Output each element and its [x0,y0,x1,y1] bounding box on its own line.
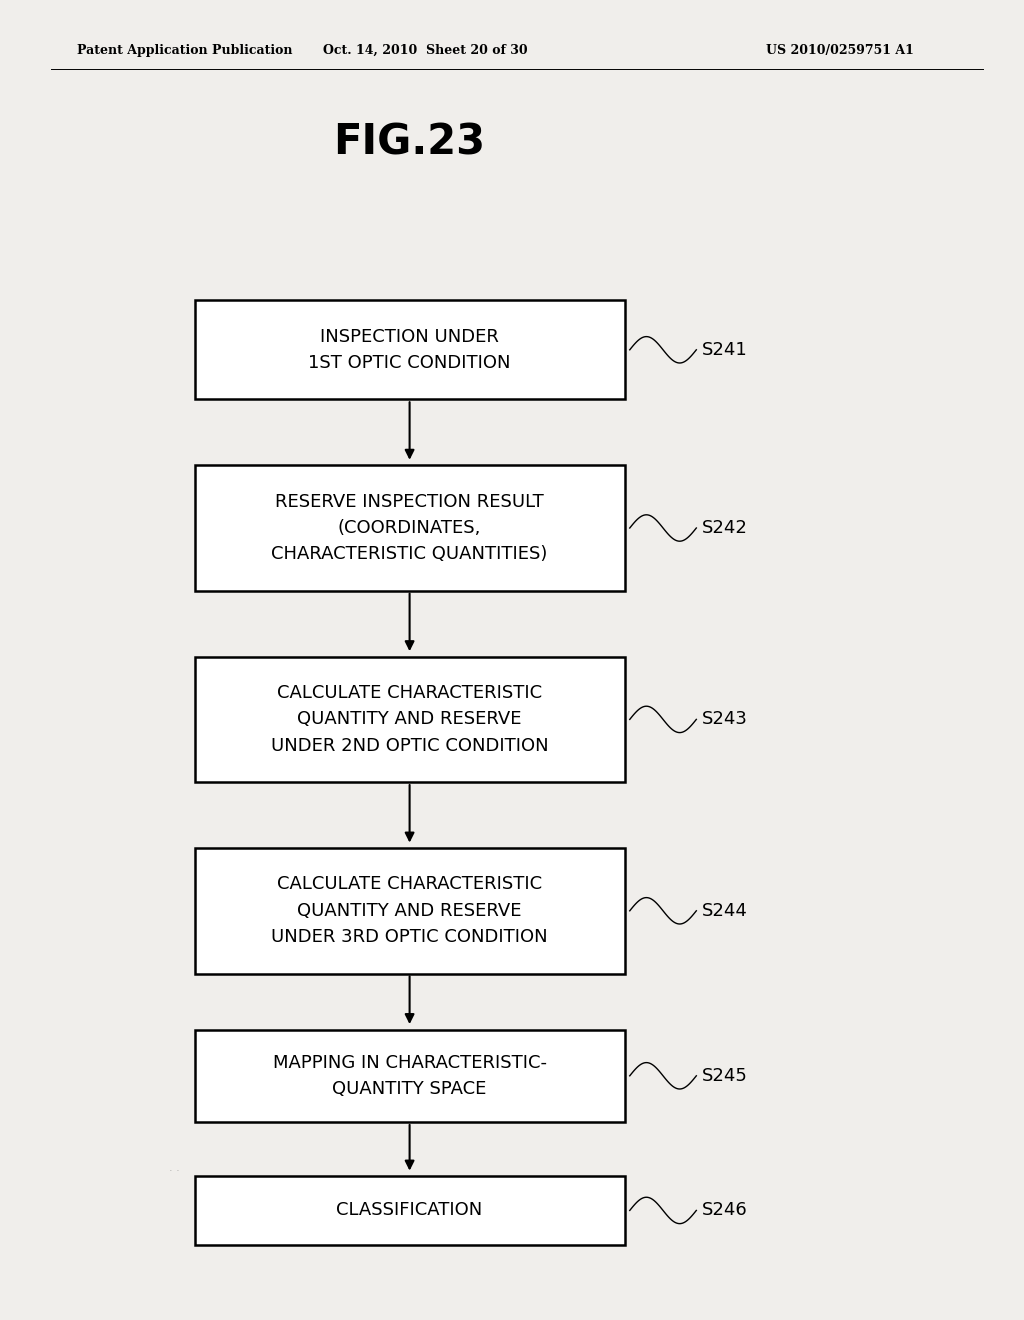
Text: MAPPING IN CHARACTERISTIC-: MAPPING IN CHARACTERISTIC- [272,1053,547,1072]
Text: S244: S244 [701,902,748,920]
Bar [195,847,625,974]
Text: INSPECTION UNDER: INSPECTION UNDER [321,327,499,346]
Bar [195,466,625,591]
Text: CALCULATE CHARACTERISTIC: CALCULATE CHARACTERISTIC [278,684,542,702]
Text: CLASSIFICATION: CLASSIFICATION [337,1201,482,1220]
Text: FIG.23: FIG.23 [334,121,485,164]
Text: S245: S245 [701,1067,748,1085]
Text: Oct. 14, 2010  Sheet 20 of 30: Oct. 14, 2010 Sheet 20 of 30 [323,44,527,57]
Text: . .: . . [169,1163,179,1173]
Text: QUANTITY AND RESERVE: QUANTITY AND RESERVE [297,710,522,729]
Text: QUANTITY AND RESERVE: QUANTITY AND RESERVE [297,902,522,920]
Bar [195,1030,625,1122]
Text: CHARACTERISTIC QUANTITIES): CHARACTERISTIC QUANTITIES) [271,545,548,564]
Text: Patent Application Publication: Patent Application Publication [77,44,292,57]
Text: US 2010/0259751 A1: US 2010/0259751 A1 [766,44,913,57]
Text: (COORDINATES,: (COORDINATES, [338,519,481,537]
Text: S246: S246 [701,1201,748,1220]
Text: CALCULATE CHARACTERISTIC: CALCULATE CHARACTERISTIC [278,875,542,894]
Bar [195,300,625,399]
Text: QUANTITY SPACE: QUANTITY SPACE [333,1080,486,1098]
Text: 1ST OPTIC CONDITION: 1ST OPTIC CONDITION [308,354,511,372]
Text: S242: S242 [701,519,748,537]
Text: UNDER 2ND OPTIC CONDITION: UNDER 2ND OPTIC CONDITION [270,737,549,755]
Bar [195,1176,625,1245]
Text: S243: S243 [701,710,748,729]
Text: RESERVE INSPECTION RESULT: RESERVE INSPECTION RESULT [275,492,544,511]
Text: S241: S241 [701,341,748,359]
Bar [195,656,625,781]
Text: UNDER 3RD OPTIC CONDITION: UNDER 3RD OPTIC CONDITION [271,928,548,946]
